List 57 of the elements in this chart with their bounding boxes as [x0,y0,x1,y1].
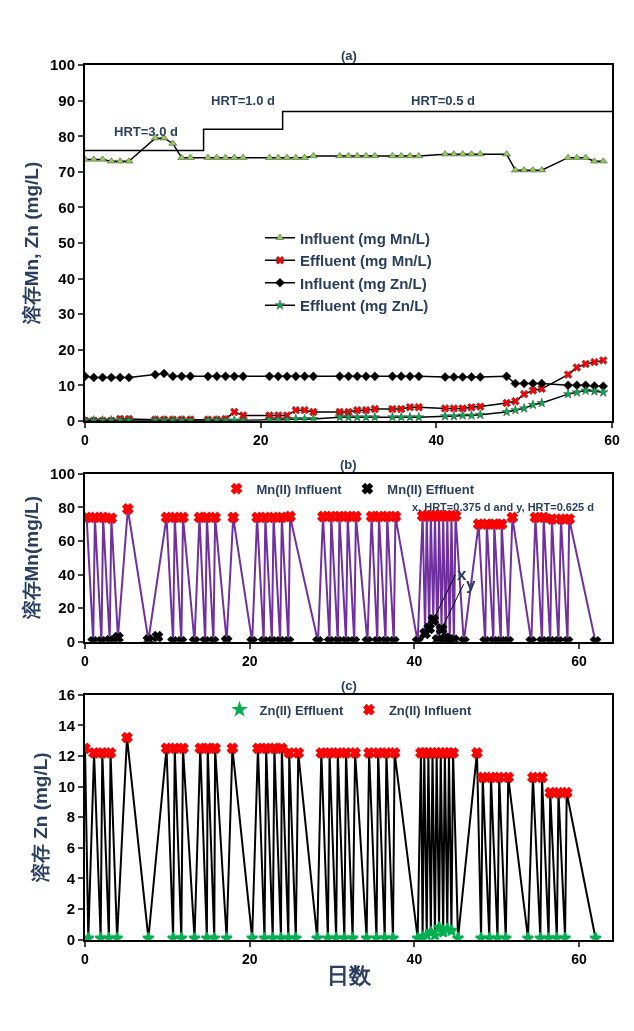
y-tick-label: 100 [49,56,75,74]
y-tick-label: 60 [58,198,75,216]
y-tick-label: 80 [58,498,75,516]
annotation: x, HRT=0.375 d and y, HRT=0.625 d [412,501,594,513]
y-tick-label: 40 [58,565,75,583]
y-tick-label: 40 [58,269,75,287]
y-tick-label: 0 [66,633,75,651]
x-axis-title: 日数 [326,962,372,988]
x-tick-label: 60 [571,652,588,669]
legend-label: Zn(II) Effluent [259,702,344,718]
y-tick-label: 80 [58,127,75,145]
y-tick-label: 50 [58,234,75,252]
x-tick-label: 20 [241,950,258,967]
chart-title: (c) [341,678,357,693]
y-tick-label: 2 [66,900,75,918]
annotation: HRT=3.0 d [114,124,178,139]
legend-label: Mn(II) Influent [256,481,343,497]
legend-label: Effluent (mg Mn/L) [300,252,432,270]
y-tick-label: 6 [66,839,75,857]
chart-title: (a) [341,48,357,63]
x-tick-label: 0 [81,652,90,669]
x-tick-label: 40 [428,431,445,448]
y-tick-label: 10 [58,777,75,795]
y-tick-label: 20 [58,340,75,358]
y-tick-label: 16 [58,685,75,703]
y-tick-label: 70 [58,163,75,181]
annotation: HRT=1.0 d [211,93,275,108]
y-tick-label: 30 [58,305,75,323]
x-tick-label: 0 [81,950,90,967]
y-axis-title: 溶存Mn(mg/L) [21,496,43,621]
x-tick-label: 60 [571,950,588,967]
y-tick-label: 20 [58,599,75,617]
x-tick-label: 40 [406,950,423,967]
y-tick-label: 14 [58,716,76,734]
x-tick-label: 20 [241,652,258,669]
legend-label: Influent (mg Zn/L) [300,274,427,292]
y-axis-title: 溶存Mn, Zn (mg/L) [21,161,43,326]
y-tick-label: 100 [49,464,75,482]
y-tick-label: 0 [66,931,75,949]
annotation: HRT=0.5 d [411,93,475,108]
legend-label: Influent (mg Mn/L) [300,229,430,247]
x-tick-label: 40 [406,652,423,669]
x-tick-label: 60 [604,431,620,448]
y-axis-title: 溶存 Zn (mg/L) [29,752,51,884]
chart-title: (b) [340,457,357,472]
legend-label: Zn(II) Influent [388,702,472,718]
legend-label: Effluent (mg Zn/L) [300,297,429,315]
x-tick-label: 20 [252,431,269,448]
y-tick-label: 4 [66,869,76,887]
y-tick-label: 60 [58,532,75,550]
x-tick-label: 0 [81,431,90,448]
legend-label: Mn(II) Effluent [387,481,475,497]
y-tick-label: 10 [58,376,75,394]
y-tick-label: 8 [66,808,75,826]
y-tick-label: 0 [66,412,75,430]
y-tick-label: 90 [58,92,75,110]
y-tick-label: 12 [58,747,75,765]
